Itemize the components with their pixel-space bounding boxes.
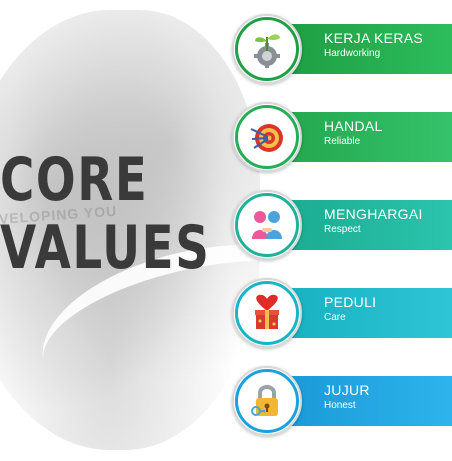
background-photo [0,10,260,450]
target-icon [250,124,283,152]
page-title: CORE VALUES [0,150,270,278]
value-icon-badge [232,278,302,348]
value-icon-badge [232,102,302,172]
value-item-jujur: JUJUR Honest [232,366,452,436]
value-item-kerja-keras: KERJA KERAS Hardworking [232,14,452,84]
gift-heart-icon [255,294,279,329]
value-item-peduli: PEDULI Care [232,278,452,348]
value-item-menghargai: MENGHARGAI Respect [232,190,452,260]
value-subtitle: Care [324,312,346,323]
value-subtitle: Reliable [324,136,361,147]
value-subtitle: Respect [324,224,361,235]
value-name: JUJUR [324,382,370,398]
value-name: HANDAL [324,118,383,134]
value-icon-badge [232,190,302,260]
title-line-2: VALUES [0,213,211,283]
people-icon [252,211,282,239]
plant-gear-icon [254,34,280,68]
value-icon-badge [232,14,302,84]
title-line-1: CORE [0,145,149,215]
lock-icon [251,385,278,416]
value-subtitle: Honest [324,400,356,411]
value-name: KERJA KERAS [324,30,424,46]
value-subtitle: Hardworking [324,48,381,59]
value-icon-badge [232,366,302,436]
value-name: MENGHARGAI [324,206,423,222]
value-name: PEDULI [324,294,377,310]
value-item-handal: HANDAL Reliable [232,102,452,172]
